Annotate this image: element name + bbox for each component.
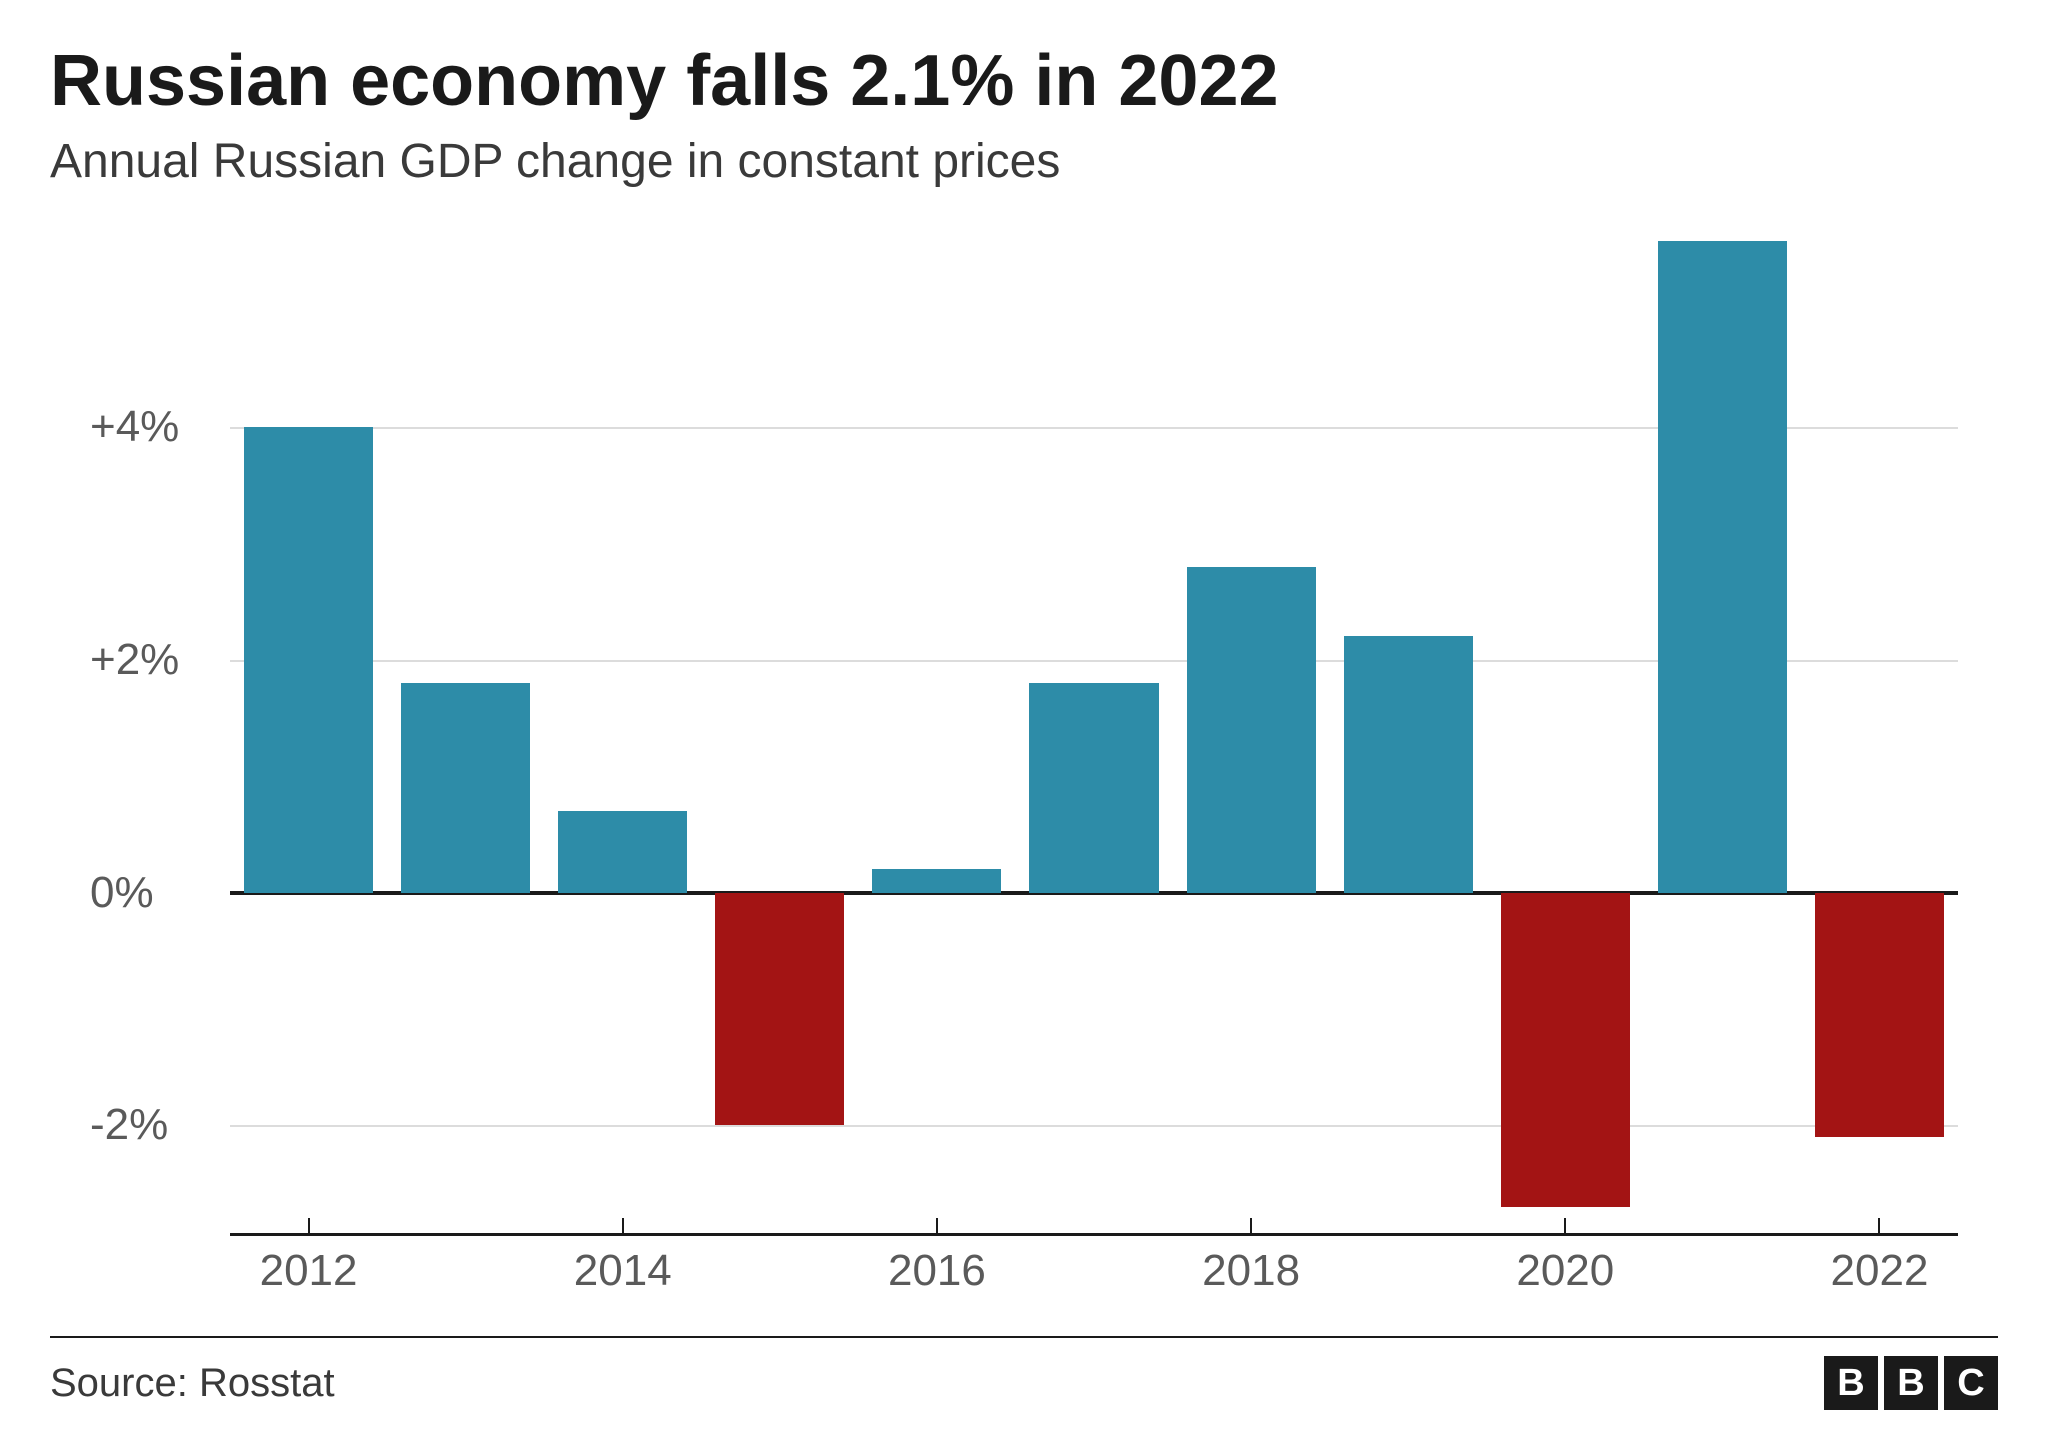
bar bbox=[1344, 636, 1473, 892]
bar-slot bbox=[715, 229, 844, 1236]
y-tick-label: 0% bbox=[70, 868, 220, 918]
x-tick bbox=[1564, 1218, 1566, 1234]
bar-slot bbox=[1029, 229, 1158, 1236]
x-tick-label: 2022 bbox=[1801, 1246, 1958, 1306]
logo-letter: B bbox=[1884, 1356, 1938, 1410]
y-tick-label: +2% bbox=[70, 635, 220, 685]
source-text: Source: Rosstat bbox=[50, 1361, 335, 1406]
bar-slot bbox=[244, 229, 373, 1236]
bar-slot bbox=[1501, 229, 1630, 1236]
bar bbox=[1658, 241, 1787, 893]
x-tick-label: 2012 bbox=[230, 1246, 387, 1306]
x-tick bbox=[1250, 1218, 1252, 1234]
y-tick-label: +4% bbox=[70, 402, 220, 452]
chart-plot-area bbox=[230, 229, 1958, 1236]
bar bbox=[401, 683, 530, 893]
bar-slot bbox=[558, 229, 687, 1236]
x-tick-label bbox=[1330, 1246, 1487, 1306]
bar bbox=[1187, 567, 1316, 893]
bar bbox=[872, 869, 1001, 892]
x-axis-line bbox=[230, 1233, 1958, 1236]
x-tick bbox=[308, 1218, 310, 1234]
x-tick-label bbox=[701, 1246, 858, 1306]
chart-subtitle: Annual Russian GDP change in constant pr… bbox=[50, 134, 1998, 189]
bbc-logo: BBC bbox=[1824, 1356, 1998, 1410]
bar bbox=[558, 811, 687, 892]
logo-letter: B bbox=[1824, 1356, 1878, 1410]
bar-slot bbox=[401, 229, 530, 1236]
bar bbox=[1501, 893, 1630, 1207]
bar-slot bbox=[1344, 229, 1473, 1236]
bar-slot bbox=[1815, 229, 1944, 1236]
x-tick-label: 2014 bbox=[544, 1246, 701, 1306]
bar bbox=[1815, 893, 1944, 1137]
bar-slot bbox=[1658, 229, 1787, 1236]
bar-slot bbox=[1187, 229, 1316, 1236]
x-tick-label: 2020 bbox=[1487, 1246, 1644, 1306]
x-axis-labels: 2012 2014 2016 2018 2020 2022 bbox=[230, 1246, 1958, 1306]
bar bbox=[715, 893, 844, 1126]
chart-footer: Source: Rosstat BBC bbox=[50, 1336, 1998, 1410]
x-tick-label bbox=[1644, 1246, 1801, 1306]
chart-container: -2% 0% +2% +4% 2012 2014 2016 2018 2020 2022 bbox=[70, 229, 1978, 1326]
x-tick bbox=[936, 1218, 938, 1234]
logo-letter: C bbox=[1944, 1356, 1998, 1410]
x-tick-label bbox=[387, 1246, 544, 1306]
x-tick-label bbox=[1015, 1246, 1172, 1306]
y-tick-label: -2% bbox=[70, 1100, 220, 1150]
bar bbox=[244, 427, 373, 893]
bar bbox=[1029, 683, 1158, 893]
x-tick bbox=[622, 1218, 624, 1234]
bar-slot bbox=[872, 229, 1001, 1236]
x-tick-label: 2018 bbox=[1173, 1246, 1330, 1306]
chart-title: Russian economy falls 2.1% in 2022 bbox=[50, 40, 1998, 122]
chart-bars bbox=[230, 229, 1958, 1236]
x-tick-label: 2016 bbox=[858, 1246, 1015, 1306]
x-tick bbox=[1878, 1218, 1880, 1234]
